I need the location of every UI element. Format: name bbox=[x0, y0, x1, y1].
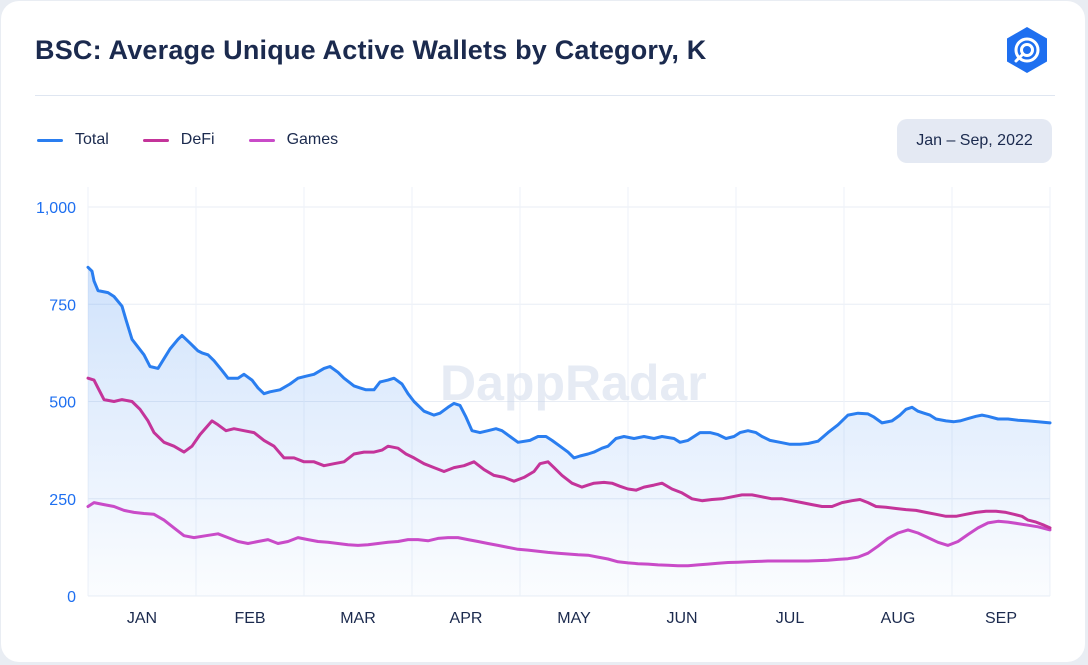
header-divider bbox=[35, 95, 1055, 96]
legend-swatch-defi bbox=[142, 138, 169, 142]
series-line-games bbox=[86, 501, 1052, 568]
x-tick-label: MAY bbox=[557, 610, 591, 627]
legend-swatch-total bbox=[37, 138, 63, 142]
x-tick-label: JUL bbox=[776, 610, 805, 627]
y-tick-label: 250 bbox=[49, 492, 76, 509]
legend-item-defi[interactable]: DeFi bbox=[142, 131, 215, 149]
y-tick-label: 1,000 bbox=[36, 200, 76, 217]
dappradar-logo-icon[interactable] bbox=[1002, 25, 1052, 75]
x-tick-label: AUG bbox=[881, 610, 916, 627]
series-line-defi bbox=[86, 376, 1052, 530]
x-tick-label: JAN bbox=[127, 610, 157, 627]
legend-label-defi: DeFi bbox=[180, 131, 215, 148]
x-tick-label: APR bbox=[450, 610, 483, 627]
legend-label-total: Total bbox=[75, 131, 109, 148]
x-tick-label: MAR bbox=[340, 610, 376, 627]
date-range-button[interactable]: Jan – Sep, 2022 bbox=[897, 119, 1052, 163]
chart-legend: Total DeFi Games bbox=[37, 131, 372, 149]
chart-title: BSC: Average Unique Active Wallets by Ca… bbox=[35, 35, 707, 65]
legend-item-games[interactable]: Games bbox=[248, 131, 339, 149]
x-tick-label: JUN bbox=[666, 610, 697, 627]
watermark-text: DappRadar bbox=[440, 355, 707, 411]
legend-label-games: Games bbox=[286, 131, 339, 148]
series-lines bbox=[86, 265, 1052, 568]
legend-swatch-games bbox=[248, 138, 275, 142]
total-area bbox=[88, 267, 1050, 596]
y-axis-ticks: 0 250 500 750 1,000 bbox=[36, 200, 76, 606]
y-tick-label: 750 bbox=[49, 297, 76, 314]
y-tick-label: 500 bbox=[49, 395, 76, 412]
x-tick-label: FEB bbox=[234, 610, 265, 627]
y-tick-label: 0 bbox=[67, 589, 76, 606]
x-axis-ticks: JAN FEB MAR APR MAY JUN JUL AUG SEP bbox=[127, 610, 1017, 627]
series-line-total bbox=[86, 265, 1052, 460]
legend-item-total[interactable]: Total bbox=[37, 131, 109, 149]
x-tick-label: SEP bbox=[985, 610, 1017, 627]
total-area-fill bbox=[88, 267, 1050, 596]
